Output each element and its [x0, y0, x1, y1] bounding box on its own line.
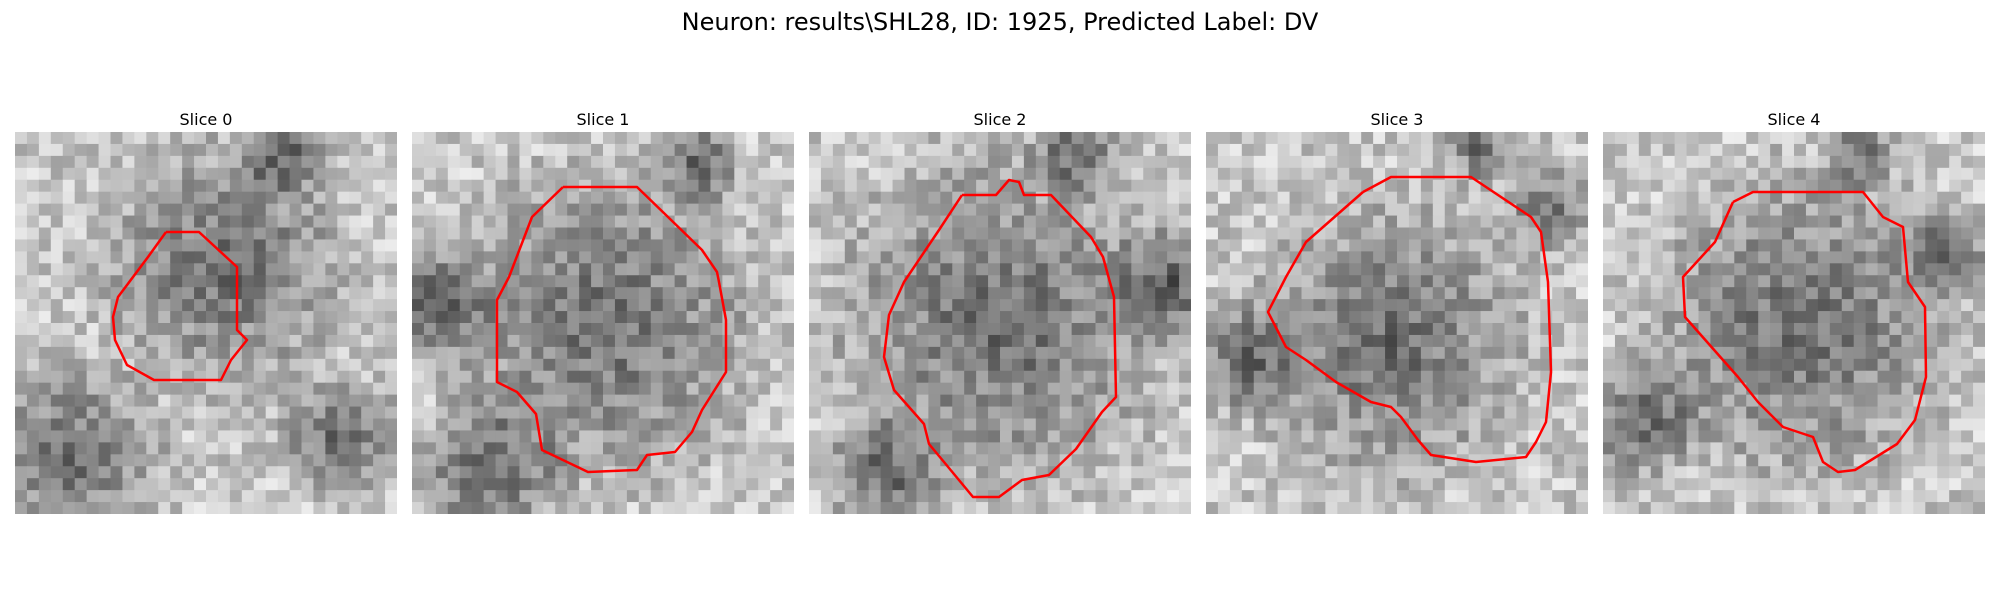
slice-panel-2: Slice 2 [809, 108, 1191, 514]
slice-image-4 [1603, 132, 1985, 514]
slice-title-1: Slice 1 [576, 110, 630, 129]
figure-title: Neuron: results\SHL28, ID: 1925, Predict… [681, 8, 1319, 36]
slice-panel-0: Slice 0 [15, 108, 397, 514]
slice-panel-4: Slice 4 [1603, 108, 1985, 514]
slice-image-0 [15, 132, 397, 514]
neuron-contour [495, 185, 728, 474]
slice-title-2: Slice 2 [973, 110, 1027, 129]
neuron-contour [882, 178, 1118, 499]
slice-title-4: Slice 4 [1767, 110, 1821, 129]
slice-panel-1: Slice 1 [412, 108, 794, 514]
noise-layer [809, 132, 1191, 514]
slice-title-0: Slice 0 [179, 110, 233, 129]
noise-layer [1206, 132, 1588, 514]
neuron-contour [1681, 190, 1928, 474]
slice-image-3 [1206, 132, 1588, 514]
slice-image-1 [412, 132, 794, 514]
noise-layer [412, 132, 794, 514]
neuron-contour [111, 230, 249, 382]
noise-layer [1603, 132, 1985, 514]
slice-image-2 [809, 132, 1191, 514]
slice-panel-3: Slice 3 [1206, 108, 1588, 514]
noise-layer [15, 132, 397, 514]
slice-title-3: Slice 3 [1370, 110, 1424, 129]
neuron-contour [1266, 175, 1553, 464]
